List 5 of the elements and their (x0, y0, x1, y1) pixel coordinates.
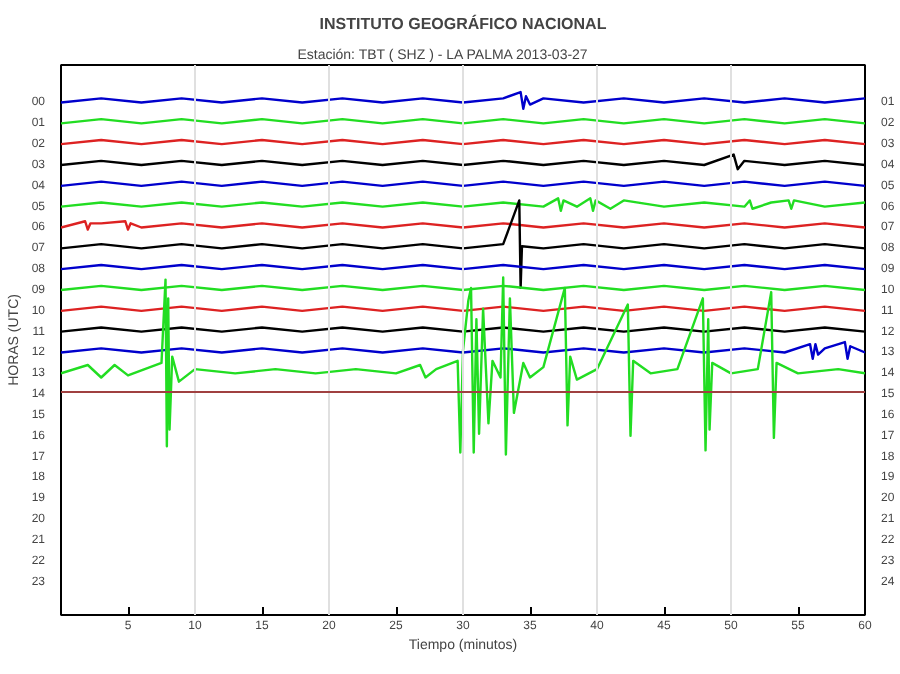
line-series (61, 90, 865, 110)
line-series (61, 276, 865, 456)
line-series (61, 197, 865, 213)
line-series (61, 340, 865, 360)
chart-title: INSTITUTO GEOGRÁFICO NACIONAL (319, 13, 607, 33)
